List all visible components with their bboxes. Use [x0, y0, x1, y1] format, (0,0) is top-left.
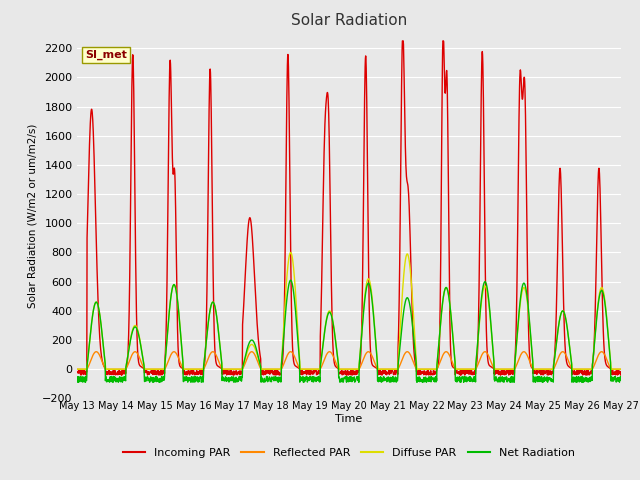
- Legend: Incoming PAR, Reflected PAR, Diffuse PAR, Net Radiation: Incoming PAR, Reflected PAR, Diffuse PAR…: [118, 443, 579, 462]
- Y-axis label: Solar Radiation (W/m2 or um/m2/s): Solar Radiation (W/m2 or um/m2/s): [28, 124, 38, 308]
- X-axis label: Time: Time: [335, 414, 362, 424]
- Title: Solar Radiation: Solar Radiation: [291, 13, 407, 28]
- Text: SI_met: SI_met: [85, 50, 127, 60]
